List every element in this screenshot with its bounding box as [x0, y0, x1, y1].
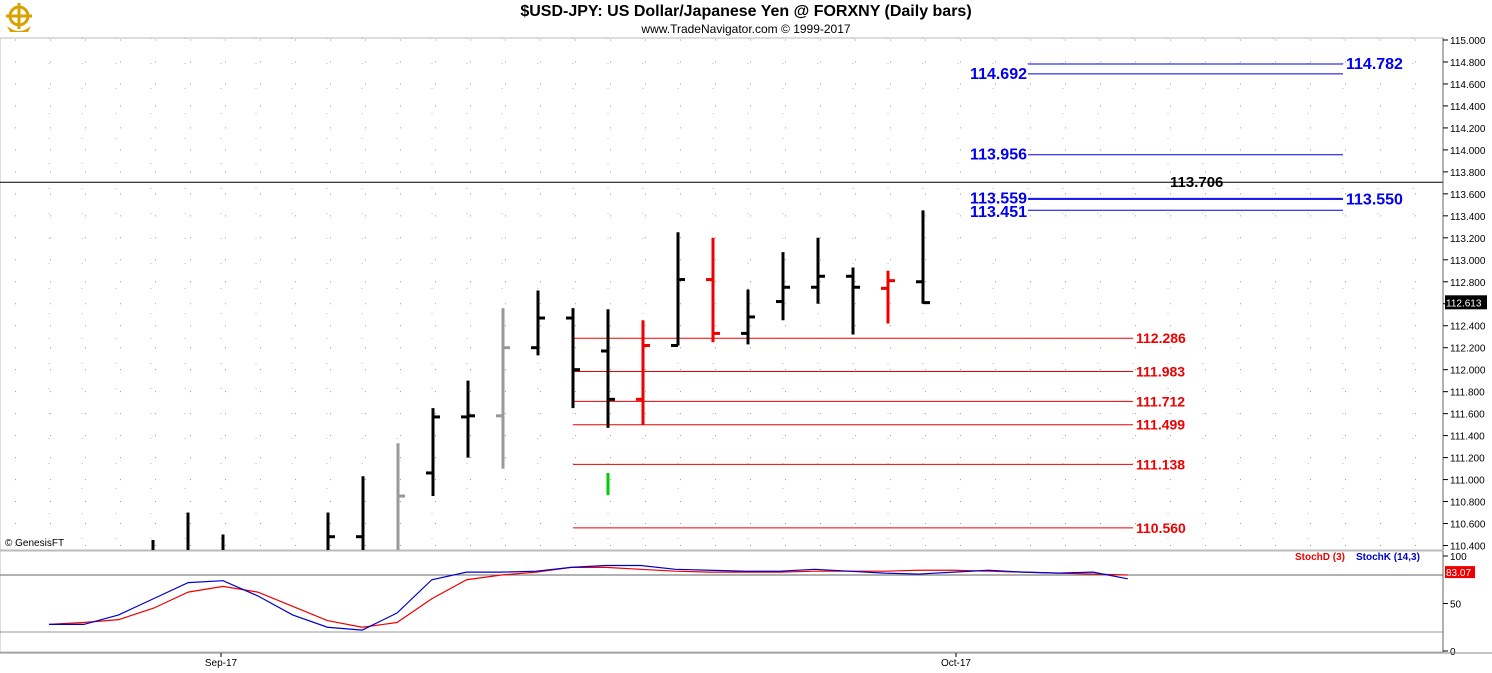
level-label: 112.286	[1136, 330, 1186, 346]
price-tick-label: 112.000	[1450, 366, 1486, 377]
watermark-text: © GenesisFT	[5, 538, 64, 549]
price-tick-label: 111.600	[1450, 410, 1485, 421]
price-tick-label: 110.400	[1450, 542, 1486, 553]
price-tick-label: 110.600	[1450, 520, 1486, 531]
price-levels: 114.782 114.692 113.956 113.706 113.559 113.5…	[0, 56, 1443, 536]
legend-stochk: StochK (14,3)	[1356, 552, 1420, 563]
price-tick-label: 112.800	[1450, 278, 1486, 289]
price-tick-label: 112.200	[1450, 344, 1486, 355]
stochastic-series-line	[48, 566, 1128, 628]
level-label: 111.499	[1136, 417, 1185, 433]
price-axis-background	[1443, 38, 1492, 550]
stoch-last-value-box	[1445, 566, 1475, 579]
price-tick-label: 112.400	[1450, 322, 1486, 333]
chart-title: $USD-JPY: US Dollar/Japanese Yen @ FORXN…	[520, 3, 972, 20]
last-price-box	[1445, 295, 1487, 310]
price-tick-label: 114.600	[1450, 80, 1486, 91]
price-tick-label: 113.400	[1450, 212, 1486, 223]
time-tick-label: Oct-17	[941, 658, 971, 669]
price-tick-label: 114.400	[1450, 102, 1486, 113]
legend-stochd: StochD (3)	[1295, 552, 1345, 563]
level-label: 113.706	[1170, 174, 1223, 191]
price-tick-label: 114.000	[1450, 146, 1486, 157]
price-panel-frame	[0, 37, 1444, 551]
price-tick-label: 111.000	[1450, 476, 1485, 487]
price-tick-label: 114.200	[1450, 124, 1486, 135]
level-label: 113.559	[970, 190, 1027, 207]
level-label: 113.550	[1346, 191, 1403, 208]
level-label: 113.451	[970, 204, 1027, 221]
level-label: 111.138	[1136, 456, 1185, 472]
time-axis: Sep-17 Oct-17	[0, 652, 1492, 669]
price-axis: 115.000 114.800 114.600 114.400 114.200 114.0…	[1442, 36, 1492, 553]
stochastic-frame	[0, 550, 1444, 653]
stochastic-tick-label: 100	[1450, 552, 1467, 563]
level-label: 113.956	[970, 147, 1027, 164]
price-tick-label: 113.000	[1450, 256, 1486, 267]
price-tick-label: 110.800	[1450, 498, 1486, 509]
price-grid	[0, 37, 1444, 551]
last-price-label: 112.613	[1446, 298, 1482, 309]
level-label: 111.983	[1136, 364, 1185, 380]
price-tick-label: 114.800	[1450, 58, 1486, 69]
chart-header: $USD-JPY: US Dollar/Japanese Yen @ FORXN…	[0, 0, 1492, 38]
level-label: 111.712	[1136, 393, 1185, 409]
price-tick-label: 113.800	[1450, 168, 1486, 179]
price-tick-label: 113.600	[1450, 190, 1486, 201]
price-tick-label: 113.200	[1450, 234, 1486, 245]
chart-subtitle: www.TradeNavigator.com © 1999-2017	[641, 22, 851, 36]
stochastic-tick-label: 50	[1450, 600, 1462, 611]
stoch-last-value-label: 83.07	[1446, 568, 1471, 579]
price-tick-label: 111.400	[1450, 432, 1485, 443]
stochastic-series-line	[49, 564, 1128, 631]
time-tick-label: Sep-17	[205, 658, 238, 669]
price-tick-label: 111.200	[1450, 454, 1485, 465]
level-label: 114.782	[1346, 56, 1403, 73]
stochastic-axis: 10050083.07	[1442, 551, 1492, 658]
level-label: 114.692	[970, 66, 1027, 83]
level-label: 110.560	[1136, 520, 1186, 536]
ohlc-bars	[151, 210, 930, 550]
ship-wheel-logo-icon	[4, 2, 34, 39]
price-tick-label: 115.000	[1450, 36, 1486, 47]
stochastic-panel: StochD (3) StochK (14,3)	[0, 550, 1444, 653]
price-tick-label: 111.800	[1450, 388, 1485, 399]
